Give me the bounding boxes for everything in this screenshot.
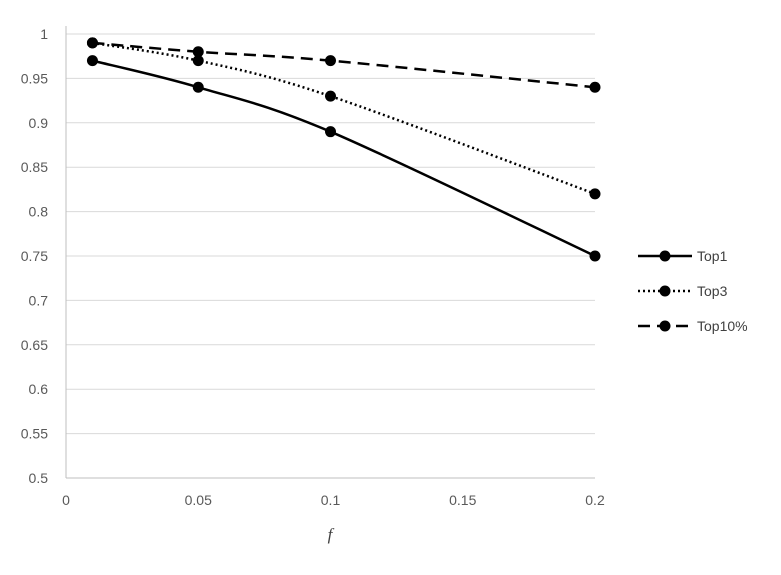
- x-tick-label: 0.15: [449, 492, 476, 508]
- data-point: [86, 55, 98, 67]
- y-tick-label: 0.8: [29, 204, 49, 220]
- y-tick-label: 1: [40, 26, 48, 42]
- data-point: [589, 250, 601, 262]
- gridlines: [66, 33, 595, 435]
- legend-label: Top3: [697, 283, 728, 299]
- y-tick-label: 0.6: [29, 381, 49, 397]
- y-tick-label: 0.85: [21, 159, 48, 175]
- legend-label: Top10%: [697, 318, 748, 334]
- data-point: [325, 126, 336, 138]
- legend: Top1 Top3 Top10%: [638, 248, 748, 334]
- x-tick-label: 0: [62, 492, 70, 508]
- y-tick-label: 0.95: [21, 70, 48, 86]
- y-tick-label: 0.9: [29, 115, 49, 131]
- y-tick-label: 0.55: [21, 426, 48, 442]
- legend-marker: [659, 320, 671, 332]
- series-lines: [92, 41, 596, 258]
- axes: [65, 26, 595, 479]
- data-point: [192, 55, 204, 67]
- data-point: [589, 81, 601, 93]
- legend-label: Top1: [697, 248, 728, 264]
- x-tick-label: 0.05: [185, 492, 212, 508]
- data-point: [192, 46, 204, 58]
- series-line-top1: [92, 59, 596, 258]
- y-tick-label: 0.75: [21, 248, 48, 264]
- data-point: [192, 81, 204, 93]
- series-line-top10: [92, 41, 596, 89]
- tick-labels: 0.5 0.55 0.6 0.65 0.7 0.75 0.8 0.85 0.9 0.95 1 0 0.0…: [21, 26, 605, 508]
- legend-marker: [659, 285, 671, 297]
- data-point: [86, 37, 98, 49]
- y-tick-label: 0.5: [29, 470, 49, 486]
- data-point: [325, 55, 336, 67]
- data-point: [589, 188, 601, 200]
- x-tick-label: 0.1: [321, 492, 341, 508]
- x-axis-title: f: [328, 525, 335, 544]
- data-point: [325, 90, 336, 102]
- series-line-top3: [92, 41, 596, 196]
- series-markers: [86, 37, 601, 262]
- x-tick-label: 0.2: [585, 492, 605, 508]
- y-tick-label: 0.65: [21, 337, 48, 353]
- y-tick-label: 0.7: [29, 292, 49, 308]
- legend-marker: [659, 250, 671, 262]
